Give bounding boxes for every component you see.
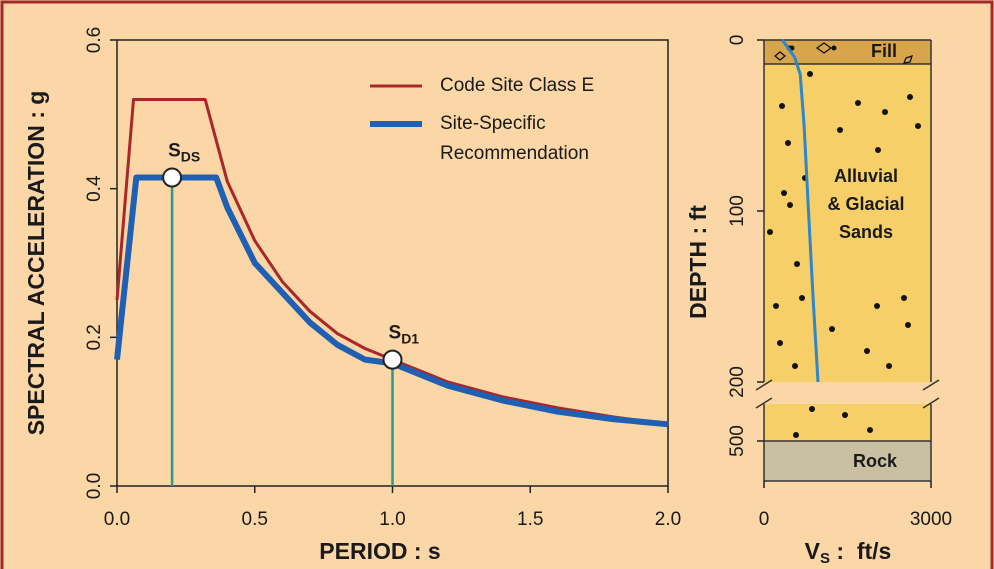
- y-tick-label: 500: [727, 425, 748, 457]
- fill-clast: [773, 42, 914, 64]
- layer-label: Alluvial & Glacial Sands: [827, 166, 904, 242]
- y-tick-label: 0.6: [84, 27, 105, 53]
- x-tick-label: 0.5: [242, 509, 268, 530]
- sand-dot: [807, 71, 813, 77]
- legend-label: Site-Specific Recommendation: [440, 113, 589, 164]
- sand-dot: [787, 202, 793, 208]
- sand-dot: [837, 127, 843, 133]
- sand-dot: [901, 295, 907, 301]
- annotation-label: SD1: [389, 323, 420, 347]
- sand-dot: [809, 406, 815, 412]
- annotation-sub: DS: [181, 148, 200, 164]
- x-axis-title: PERIOD : s: [319, 538, 440, 564]
- sand-layer: [764, 40, 931, 382]
- sand-dot: [842, 412, 848, 418]
- y-tick-label: 0.4: [84, 175, 105, 202]
- x-tick-label: 1.0: [379, 509, 405, 530]
- fill-dot: [831, 45, 837, 51]
- sand-dot: [773, 303, 779, 309]
- y-tick-label: 0.2: [84, 324, 105, 350]
- annotation-point: [382, 349, 403, 370]
- sand-dot: [864, 348, 870, 354]
- sand-dot: [792, 363, 798, 369]
- sand-dot: [905, 322, 911, 328]
- annotation-main: S: [389, 323, 402, 344]
- sand-layer-lower: [764, 404, 931, 441]
- sand-dot: [907, 94, 913, 100]
- y-tick-label: 100: [727, 195, 748, 227]
- x-tick-label: 3000: [910, 509, 952, 530]
- y-tick-label: 0.0: [84, 473, 105, 499]
- annotation-main: S: [168, 141, 181, 162]
- x-tick-label: 0.0: [104, 509, 130, 530]
- x-tick-label: 2.0: [655, 509, 681, 530]
- sand-dot: [777, 340, 783, 346]
- y-axis-title: SPECTRAL ACCELERATION : g: [23, 91, 49, 436]
- vs-profile: [781, 39, 820, 383]
- sand-dot: [915, 123, 921, 129]
- x-axis-title: VS : ft/s: [805, 538, 892, 567]
- layer-label: Rock: [853, 451, 898, 471]
- axis-break: [755, 379, 940, 409]
- sand-dot: [793, 432, 799, 438]
- legend-label: Code Site Class E: [440, 75, 594, 96]
- sand-dot: [794, 261, 800, 267]
- sand-dots: [767, 42, 921, 438]
- y-tick-label: 0: [727, 35, 748, 46]
- x-tick-label: 1.5: [517, 509, 543, 530]
- x-axis-title-part: V: [805, 538, 821, 564]
- sand-dot: [882, 109, 888, 115]
- x-tick-label: 0: [759, 509, 770, 530]
- sand-dot: [781, 190, 787, 196]
- sand-dot: [855, 100, 861, 106]
- sand-dot: [799, 295, 805, 301]
- x-axis-title-part: S: [820, 550, 830, 567]
- annotation-point: [162, 167, 183, 188]
- layer-label: Fill: [871, 41, 897, 61]
- annotation-label: SDS: [168, 141, 200, 165]
- sand-dot: [875, 147, 881, 153]
- fill-layer: [764, 40, 931, 64]
- y-axis-title: DEPTH : ft: [685, 205, 711, 319]
- rock-layer: [764, 441, 931, 481]
- sand-dot: [867, 427, 873, 433]
- sand-dot: [829, 326, 835, 332]
- sand-dot: [779, 103, 785, 109]
- sand-dot: [767, 229, 773, 235]
- sand-dot: [874, 303, 880, 309]
- sand-dot: [886, 363, 892, 369]
- sand-dot: [785, 140, 791, 146]
- x-axis-title-part: : ft/s: [830, 538, 891, 564]
- series-line: [114, 174, 669, 428]
- series-line: [115, 98, 669, 426]
- y-tick-label: 200: [727, 366, 748, 398]
- annotation-sub: D1: [401, 330, 419, 346]
